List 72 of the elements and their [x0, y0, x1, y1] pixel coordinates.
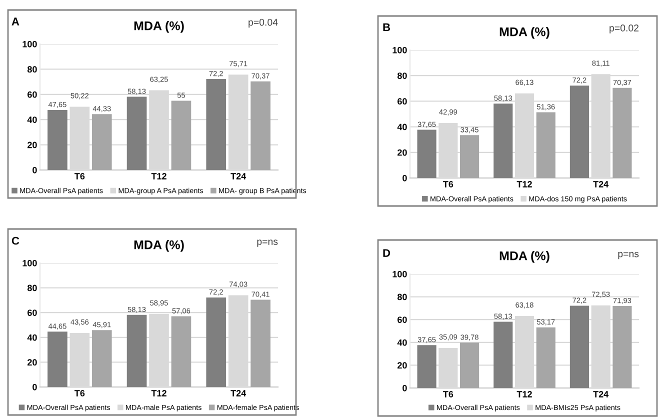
- bar: [48, 332, 68, 387]
- y-tick-label: 20: [397, 362, 407, 369]
- text: B: [383, 23, 390, 32]
- x-tick-label: T6: [74, 173, 85, 180]
- bar: [417, 130, 436, 178]
- x-tick-label: T24: [230, 390, 246, 396]
- bar: [126, 96, 147, 170]
- x-tick-label: T12: [516, 391, 532, 398]
- y-tick-label: 100: [22, 40, 37, 48]
- x-tick-label: T6: [443, 181, 454, 188]
- x-tick-label: T24: [593, 391, 609, 398]
- y-tick-label: 60: [398, 316, 407, 323]
- bar: [92, 330, 112, 387]
- text: p=ns: [257, 240, 278, 247]
- bar: [570, 306, 589, 388]
- bar: [460, 135, 480, 178]
- y-tick-label: 0: [32, 166, 37, 174]
- chart-title: MDA (%): [134, 21, 184, 33]
- y-tick-label: 0: [32, 384, 37, 390]
- bar: [494, 322, 513, 388]
- text: A: [12, 18, 20, 26]
- bar: [417, 345, 436, 388]
- y-tick-label: 80: [397, 294, 407, 300]
- bar: [48, 110, 68, 170]
- y-tick-label: 40: [397, 339, 407, 346]
- chart-title: MDA (%): [500, 251, 550, 263]
- y-tick-label: 40: [27, 334, 37, 341]
- text: p=0.02: [610, 24, 639, 34]
- bar: [171, 316, 192, 387]
- y-tick-label: 20: [27, 142, 37, 148]
- y-tick-label: 100: [22, 260, 37, 266]
- bar: [171, 100, 192, 170]
- y-tick-label: 40: [27, 116, 37, 123]
- bar: [612, 88, 632, 178]
- x-tick-label: T6: [74, 390, 85, 396]
- bar: [206, 297, 226, 387]
- bar: [536, 327, 556, 388]
- bar: [494, 104, 513, 178]
- bar: [126, 314, 147, 387]
- x-tick-label: T6: [443, 391, 454, 398]
- y-tick-label: 60: [398, 98, 407, 105]
- text: p=0.04: [248, 18, 278, 28]
- y-tick-label: 60: [28, 310, 37, 316]
- x-tick-label: T24: [230, 173, 246, 180]
- bar: [570, 86, 589, 178]
- x-tick-label: T12: [151, 390, 166, 396]
- bar: [206, 79, 226, 170]
- text: D: [383, 249, 390, 257]
- x-tick-label: T12: [151, 173, 166, 180]
- y-tick-label: 0: [402, 174, 407, 182]
- y-tick-label: 40: [397, 124, 407, 130]
- y-tick-label: 60: [28, 91, 37, 98]
- bar: [92, 114, 112, 170]
- bar: [536, 112, 556, 178]
- x-tick-label: T12: [516, 181, 532, 188]
- bar: [460, 342, 480, 388]
- text: p=ns: [618, 252, 639, 260]
- y-tick-label: 0: [402, 384, 407, 392]
- y-tick-label: 80: [397, 72, 407, 79]
- y-tick-label: 80: [27, 66, 37, 73]
- bar: [250, 300, 270, 387]
- chart-title: MDA (%): [134, 240, 184, 252]
- y-tick-label: 20: [397, 149, 407, 156]
- text: C: [12, 236, 20, 245]
- y-tick-label: 100: [392, 270, 407, 278]
- x-tick-label: T24: [593, 181, 609, 188]
- bar: [250, 81, 270, 170]
- y-tick-label: 20: [27, 359, 37, 366]
- chart-title: MDA (%): [500, 27, 550, 39]
- y-tick-label: 80: [27, 284, 37, 292]
- bar: [612, 306, 632, 388]
- y-tick-label: 100: [392, 46, 407, 54]
